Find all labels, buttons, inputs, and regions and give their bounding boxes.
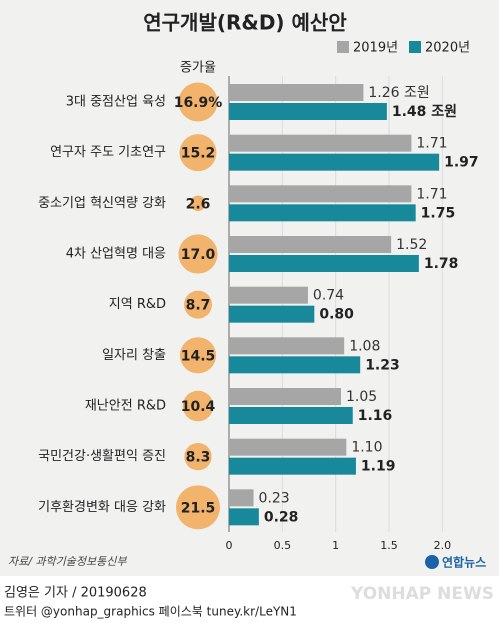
- bar: [229, 356, 361, 374]
- growth-label: 15.2: [181, 146, 216, 162]
- growth-label: 8.7: [186, 298, 211, 314]
- value-label: 1.23: [365, 357, 400, 373]
- growth-circle: [178, 82, 218, 122]
- category-label: 4차 산업혁명 대응: [66, 247, 166, 262]
- logo-en: YONHAP NEWS: [350, 584, 494, 604]
- value-label: 0.23: [259, 490, 290, 506]
- value-label: 0.74: [313, 288, 344, 304]
- bar: [229, 305, 315, 323]
- bar: [229, 134, 412, 152]
- value-label: 0.28: [264, 509, 299, 525]
- growth-label: 8.3: [186, 450, 211, 466]
- value-label: 1.71: [416, 186, 447, 202]
- bar: [229, 204, 416, 222]
- value-label: 1.16: [358, 408, 393, 424]
- category-label: 연구자 주도 기초연구: [50, 145, 166, 160]
- growth-label: 17.0: [181, 247, 216, 263]
- value-label: 1.52: [396, 237, 427, 253]
- growth-circle: [178, 234, 218, 274]
- category-label: 국민건강·생활편익 증진: [38, 449, 166, 464]
- logo: 연합뉴스: [442, 555, 486, 570]
- growth-circle: [190, 195, 206, 211]
- bar: [229, 457, 356, 475]
- value-label: 0.80: [319, 307, 354, 323]
- value-label: 1.08: [349, 338, 380, 354]
- legend-swatch: [337, 41, 349, 53]
- byline: 김영은 기자 / 20190628: [4, 586, 147, 601]
- legend-label: 2020년: [425, 41, 470, 56]
- bar: [229, 84, 364, 101]
- logo-icon: [425, 555, 439, 569]
- bar: [229, 185, 412, 203]
- bar: [229, 407, 353, 424]
- growth-label: 21.5: [181, 500, 216, 516]
- value-label: 1.48 조원: [392, 104, 457, 120]
- bar: [229, 337, 345, 355]
- source: 자료/ 과학기술정보통신부: [8, 555, 127, 568]
- value-label: 1.19: [361, 459, 396, 475]
- value-label: 1.97: [444, 155, 479, 171]
- x-tick-label: 0: [226, 539, 233, 552]
- legend-label: 2019년: [353, 41, 398, 56]
- bar: [229, 489, 254, 507]
- value-label: 1.05: [346, 389, 377, 405]
- bar: [229, 286, 308, 304]
- growth-circle: [176, 485, 220, 530]
- value-label: 1.78: [424, 256, 459, 272]
- growth-label: 16.9%: [174, 95, 223, 111]
- growth-circle: [184, 442, 212, 471]
- x-tick-label: 0.5: [274, 539, 292, 552]
- category-label: 재난안전 R&D: [85, 399, 166, 414]
- growth-circle: [182, 390, 214, 422]
- growth-circle: [179, 134, 217, 172]
- growth-label: 2.6: [186, 196, 211, 212]
- bar: [229, 438, 347, 456]
- chart-title: 연구개발(R&D) 예산안: [143, 11, 347, 35]
- x-tick-label: 2.0: [434, 539, 452, 552]
- bar: [229, 508, 259, 526]
- growth-circle: [184, 290, 212, 319]
- x-tick-label: 1: [332, 539, 339, 552]
- x-tick-label: 1.5: [380, 539, 398, 552]
- bar: [229, 388, 341, 405]
- category-label: 중소기업 혁신역량 강화: [38, 196, 166, 211]
- value-label: 1.26 조원: [368, 85, 429, 101]
- category-label: 지역 R&D: [109, 297, 166, 312]
- value-label: 1.71: [416, 136, 447, 152]
- growth-label: 10.4: [181, 399, 216, 415]
- bar: [229, 236, 392, 253]
- category-label: 기후환경변화 대응 강화: [38, 500, 166, 515]
- growth-title: 증가율: [180, 61, 216, 76]
- legend-swatch: [409, 41, 421, 53]
- social: 트위터 @yonhap_graphics 페이스북 tuney.kr/LeYN1: [4, 605, 297, 619]
- category-label: 3대 중점산업 육성: [66, 95, 166, 110]
- bar: [229, 103, 387, 120]
- growth-label: 14.5: [181, 348, 216, 364]
- growth-circle: [179, 337, 217, 374]
- value-label: 1.10: [351, 440, 382, 456]
- bar: [229, 153, 440, 171]
- value-label: 1.75: [421, 205, 456, 221]
- bar: [229, 255, 419, 272]
- category-label: 일자리 창출: [102, 348, 166, 363]
